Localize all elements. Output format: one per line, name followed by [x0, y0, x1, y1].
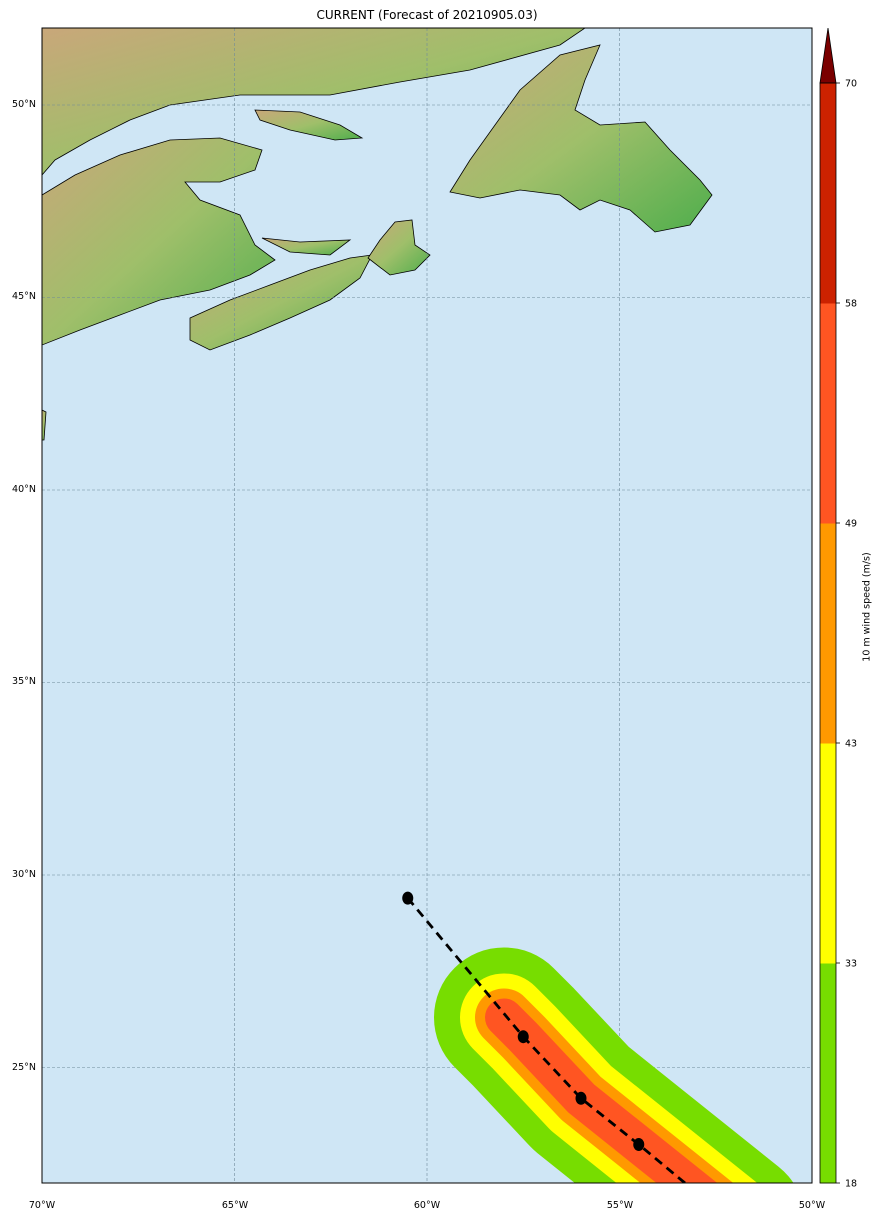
map-layers: [42, 28, 812, 1183]
lon-label: 50°W: [799, 1200, 826, 1211]
land-newfoundland: [449, 44, 713, 233]
lat-label: 40°N: [12, 484, 36, 495]
colorbar-level-label: 58: [845, 299, 857, 310]
colorbar-segment: [820, 963, 836, 1184]
lon-label: 65°W: [222, 1200, 249, 1211]
colorbar-segment: [820, 743, 836, 964]
colorbar-level-label: 49: [845, 519, 857, 530]
lat-label: 25°N: [12, 1062, 36, 1073]
land-maine-edge: [42, 409, 47, 441]
colorbar-extend-arrow: [819, 27, 837, 84]
land-anticosti: [254, 109, 364, 141]
land-masses: [42, 28, 713, 441]
map-frame: [41, 27, 813, 1184]
land-nova-scotia: [189, 254, 373, 351]
latitude-labels: 50°N 45°N 40°N 35°N 30°N 25°N: [12, 99, 36, 1073]
land-gaspe-new-brunswick: [42, 137, 276, 346]
lat-label: 50°N: [12, 99, 36, 110]
track-point: [633, 1138, 645, 1151]
colorbar-level-label: 18: [845, 1179, 857, 1190]
colorbar-title: 10 m wind speed (m/s): [861, 552, 873, 662]
colorbar-frame: [819, 82, 837, 1184]
colorbar-level-label: 70: [845, 79, 857, 90]
graticule: [42, 28, 812, 1183]
colorbar: 18 33 43 49 58 70: [819, 27, 857, 1190]
lon-label: 60°W: [414, 1200, 441, 1211]
land-pei: [261, 237, 352, 256]
colorbar-segment: [820, 83, 836, 304]
storm-track-points: [402, 891, 645, 1151]
land-quebec-labrador: [42, 28, 586, 176]
colorbar-segment: [820, 303, 836, 524]
land-cape-breton: [367, 219, 431, 276]
lon-label: 70°W: [29, 1200, 56, 1211]
track-point: [575, 1091, 587, 1105]
longitude-labels: 70°W 65°W 60°W 55°W 50°W: [29, 1200, 826, 1211]
lat-label: 45°N: [12, 291, 36, 302]
map-title: CURRENT (Forecast of 20210905.03): [316, 8, 538, 22]
colorbar-segment: [820, 523, 836, 744]
lat-label: 35°N: [12, 676, 36, 687]
lat-label: 30°N: [12, 869, 36, 880]
colorbar-level-label: 43: [845, 739, 857, 750]
colorbar-level-label: 33: [845, 959, 857, 970]
track-point: [402, 891, 414, 905]
storm-track-line: [406, 897, 686, 1183]
lon-label: 55°W: [607, 1200, 634, 1211]
track-point: [517, 1030, 529, 1044]
